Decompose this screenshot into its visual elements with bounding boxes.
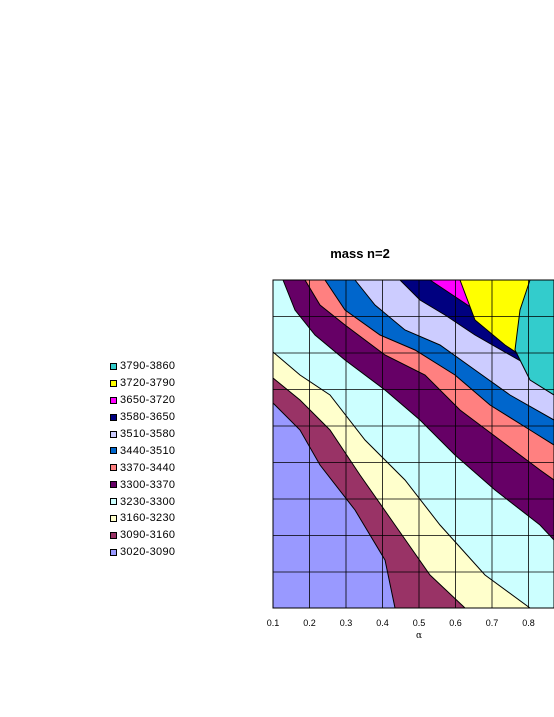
legend-label: 3580-3650 <box>120 411 176 424</box>
legend-label: 3020-3090 <box>120 546 176 559</box>
legend-item: 3650-3720 <box>110 392 175 409</box>
legend-item: 3440-3510 <box>110 442 175 459</box>
contour-bands <box>272 279 554 609</box>
legend-swatch <box>110 379 117 387</box>
legend-item: 3370-3440 <box>110 459 175 476</box>
legend-item: 3510-3580 <box>110 426 175 443</box>
plot-frame <box>272 279 554 609</box>
legend-item: 3720-3790 <box>110 375 175 392</box>
legend-item: 3230-3300 <box>110 493 175 510</box>
legend-label: 3790-3860 <box>120 360 176 373</box>
legend-swatch <box>110 413 117 421</box>
x-tick-label: 0.2 <box>303 618 316 628</box>
legend-swatch <box>110 447 117 455</box>
grid-lines <box>272 279 554 609</box>
x-tick-label: 0.7 <box>486 618 499 628</box>
legend-label: 3160-3230 <box>120 512 176 525</box>
x-tick-labels: 0.1 0.2 0.3 0.4 0.5 0.6 0.7 0.8 <box>267 618 535 628</box>
legend-label: 3300-3370 <box>120 478 176 491</box>
x-axis-label: α <box>416 631 422 641</box>
legend-item: 3580-3650 <box>110 409 175 426</box>
x-tick-label: 0.3 <box>340 618 353 628</box>
legend-label: 3440-3510 <box>120 444 176 457</box>
x-tick-label: 0.6 <box>449 618 462 628</box>
x-tick-label: 0.4 <box>376 618 389 628</box>
legend: 3790-3860 3720-3790 3650-3720 3580-3650 3510… <box>110 358 175 561</box>
x-tick-label: 0.8 <box>522 618 535 628</box>
legend-item: 3790-3860 <box>110 358 175 375</box>
legend-label: 3720-3790 <box>120 377 176 390</box>
legend-swatch <box>110 464 117 472</box>
legend-item: 3160-3230 <box>110 510 175 527</box>
legend-swatch <box>110 531 117 539</box>
legend-label: 3510-3580 <box>120 428 176 440</box>
x-tick-label: 0.5 <box>413 618 426 628</box>
legend-label: 3370-3440 <box>120 461 176 474</box>
legend-swatch <box>110 498 117 506</box>
legend-swatch <box>110 362 117 370</box>
legend-label: 3090-3160 <box>120 529 176 542</box>
legend-swatch <box>110 481 117 489</box>
legend-item: 3090-3160 <box>110 527 175 544</box>
legend-swatch <box>110 396 117 404</box>
legend-swatch <box>110 514 117 522</box>
legend-swatch <box>110 548 117 556</box>
contour-band <box>514 279 554 396</box>
chart-title: mass n=2 <box>330 246 390 261</box>
legend-label: 3650-3720 <box>120 394 176 407</box>
legend-item: 3300-3370 <box>110 476 175 493</box>
legend-label: 3230-3300 <box>120 495 176 508</box>
legend-swatch <box>110 430 117 438</box>
legend-item: 3020-3090 <box>110 544 175 561</box>
x-tick-label: 0.1 <box>267 618 280 628</box>
